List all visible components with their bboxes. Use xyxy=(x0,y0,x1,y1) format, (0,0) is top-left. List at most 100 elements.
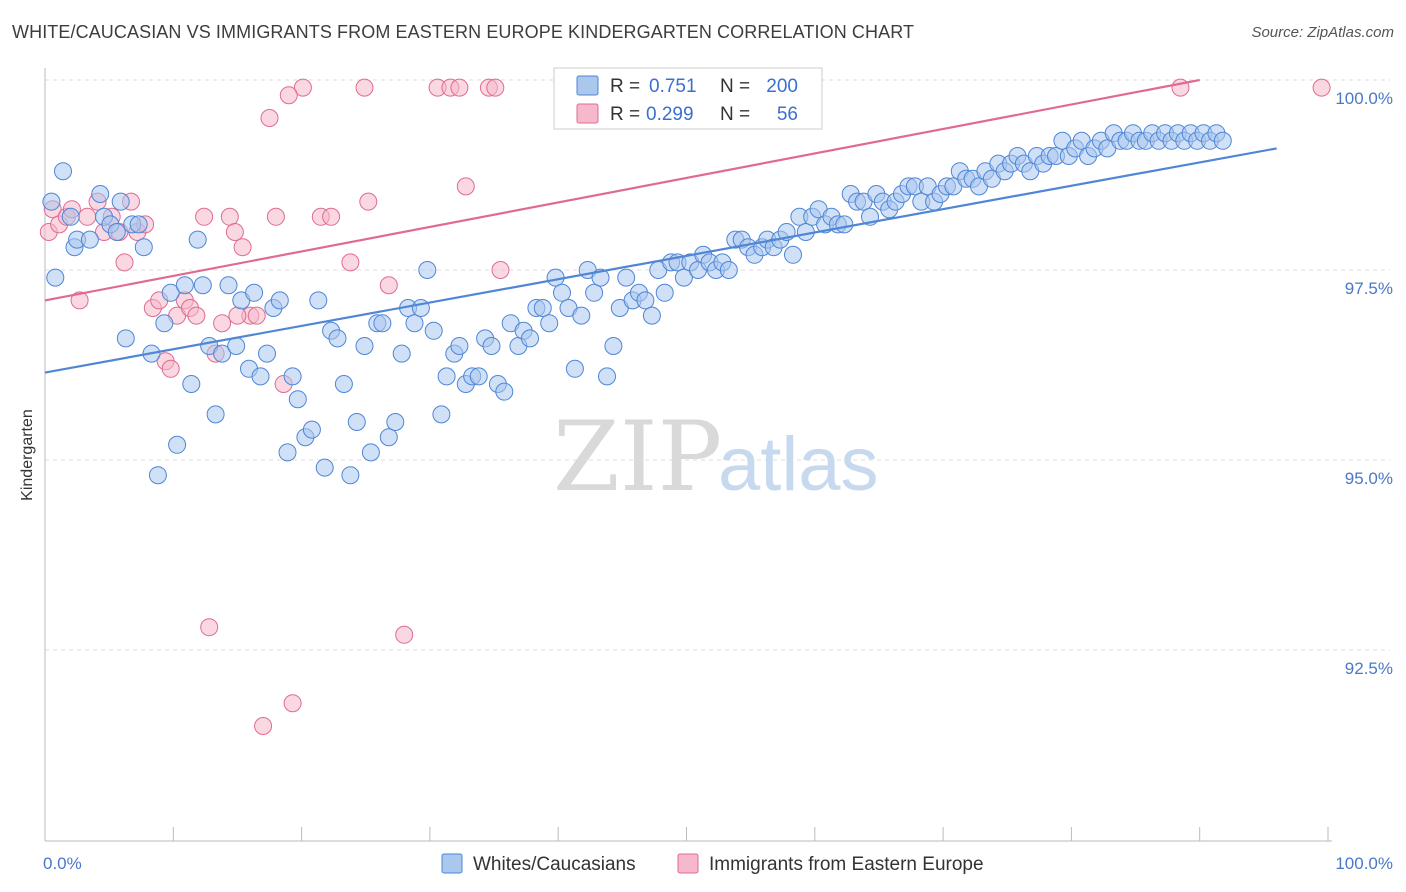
bottom-legend-label-immigrants: Immigrants from Eastern Europe xyxy=(709,854,984,875)
point-immigrants xyxy=(187,306,206,325)
point-whites xyxy=(341,466,360,485)
point-whites xyxy=(432,405,451,424)
point-whites xyxy=(334,375,353,393)
point-immigrants xyxy=(220,207,239,226)
point-whites xyxy=(392,344,411,363)
point-whites xyxy=(533,299,552,317)
point-whites xyxy=(155,314,174,333)
point-whites xyxy=(46,268,65,287)
point-immigrants xyxy=(115,253,134,272)
chart-title: WHITE/CAUCASIAN VS IMMIGRANTS FROM EASTE… xyxy=(12,22,915,42)
point-whites xyxy=(347,413,366,431)
point-immigrants xyxy=(379,276,398,295)
point-whites xyxy=(302,420,321,439)
watermark-atlas: atlas xyxy=(718,422,879,507)
point-immigrants xyxy=(395,625,414,644)
point-whites xyxy=(636,291,655,310)
legend-r-label-blue: R = xyxy=(610,76,640,97)
y-tick-label: 97.5% xyxy=(1345,279,1393,298)
point-whites xyxy=(437,367,456,386)
point-whites xyxy=(213,344,232,363)
point-immigrants xyxy=(78,207,97,226)
point-immigrants xyxy=(225,223,244,241)
point-immigrants xyxy=(293,78,312,97)
x-tick-label-max: 100.0% xyxy=(1335,854,1393,873)
point-whites xyxy=(219,276,238,295)
series-legend: Whites/Caucasians Immigrants from Easter… xyxy=(441,853,984,875)
trend-line-immigrants xyxy=(44,78,1200,302)
point-whites xyxy=(61,207,80,226)
point-immigrants xyxy=(341,253,360,272)
chart-source: Source: ZipAtlas.com xyxy=(1251,24,1394,41)
point-immigrants xyxy=(260,109,279,127)
y-tick-label: 100.0% xyxy=(1335,89,1393,108)
point-whites xyxy=(784,245,802,264)
point-whites xyxy=(175,276,194,295)
point-whites xyxy=(111,192,130,211)
point-immigrants xyxy=(161,359,180,378)
point-immigrants xyxy=(70,291,89,310)
point-whites xyxy=(288,390,307,409)
point-immigrants xyxy=(355,78,374,97)
point-whites xyxy=(674,268,693,287)
point-whites xyxy=(245,283,264,302)
point-whites xyxy=(355,337,374,355)
point-whites xyxy=(251,367,270,386)
watermark-zip: ZIP xyxy=(553,401,722,513)
point-immigrants xyxy=(195,207,214,226)
point-whites xyxy=(361,443,380,462)
point-whites xyxy=(278,443,297,462)
point-whites xyxy=(598,367,616,386)
point-whites xyxy=(80,230,99,249)
point-whites xyxy=(188,230,207,249)
legend-r-value-pink: 0.299 xyxy=(646,104,694,125)
point-immigrants xyxy=(228,306,247,325)
x-ticks xyxy=(44,827,1329,841)
point-whites xyxy=(328,329,347,348)
point-immigrants xyxy=(450,78,469,97)
point-immigrants xyxy=(254,717,273,735)
point-whites xyxy=(42,192,61,211)
point-whites xyxy=(482,337,501,355)
y-axis-label: Kindergarten xyxy=(19,409,36,501)
point-whites xyxy=(309,291,328,310)
bottom-legend-swatch-whites xyxy=(441,853,463,874)
bottom-legend-swatch-immigrants xyxy=(677,853,699,874)
point-whites xyxy=(206,405,225,424)
point-immigrants xyxy=(213,314,232,333)
x-tick-label-min: 0.0% xyxy=(43,854,82,873)
stats-legend: R = 0.751 N = 200 R = 0.299 N = 56 xyxy=(553,67,823,130)
y-tick-label: 95.0% xyxy=(1345,469,1393,488)
point-whites xyxy=(283,367,302,386)
point-whites xyxy=(54,162,72,181)
point-whites xyxy=(572,306,591,325)
y-tick-labels: 92.5% 95.0% 97.5% 100.0% xyxy=(1335,89,1393,678)
point-whites xyxy=(116,329,135,348)
point-immigrants xyxy=(266,207,285,226)
legend-n-value-pink: 56 xyxy=(777,104,798,125)
point-immigrants xyxy=(456,177,475,196)
point-whites xyxy=(405,314,424,333)
bottom-legend-label-whites: Whites/Caucasians xyxy=(473,854,636,875)
point-whites xyxy=(521,329,539,348)
point-whites xyxy=(134,238,153,257)
point-immigrants xyxy=(233,238,252,257)
point-whites xyxy=(585,283,604,302)
point-whites xyxy=(642,306,661,325)
point-whites xyxy=(617,268,636,287)
legend-n-label-pink: N = xyxy=(720,104,750,125)
point-immigrants xyxy=(283,694,302,713)
point-immigrants xyxy=(322,207,341,226)
point-whites xyxy=(418,261,437,279)
legend-swatch-blue xyxy=(576,75,599,96)
point-whites xyxy=(182,375,201,393)
point-whites xyxy=(270,291,289,310)
point-whites xyxy=(148,466,167,485)
point-whites xyxy=(168,435,187,454)
legend-n-value-blue: 200 xyxy=(766,76,798,97)
point-whites xyxy=(450,337,469,355)
point-whites xyxy=(107,223,126,241)
point-whites xyxy=(227,337,246,355)
point-whites xyxy=(1213,131,1232,150)
